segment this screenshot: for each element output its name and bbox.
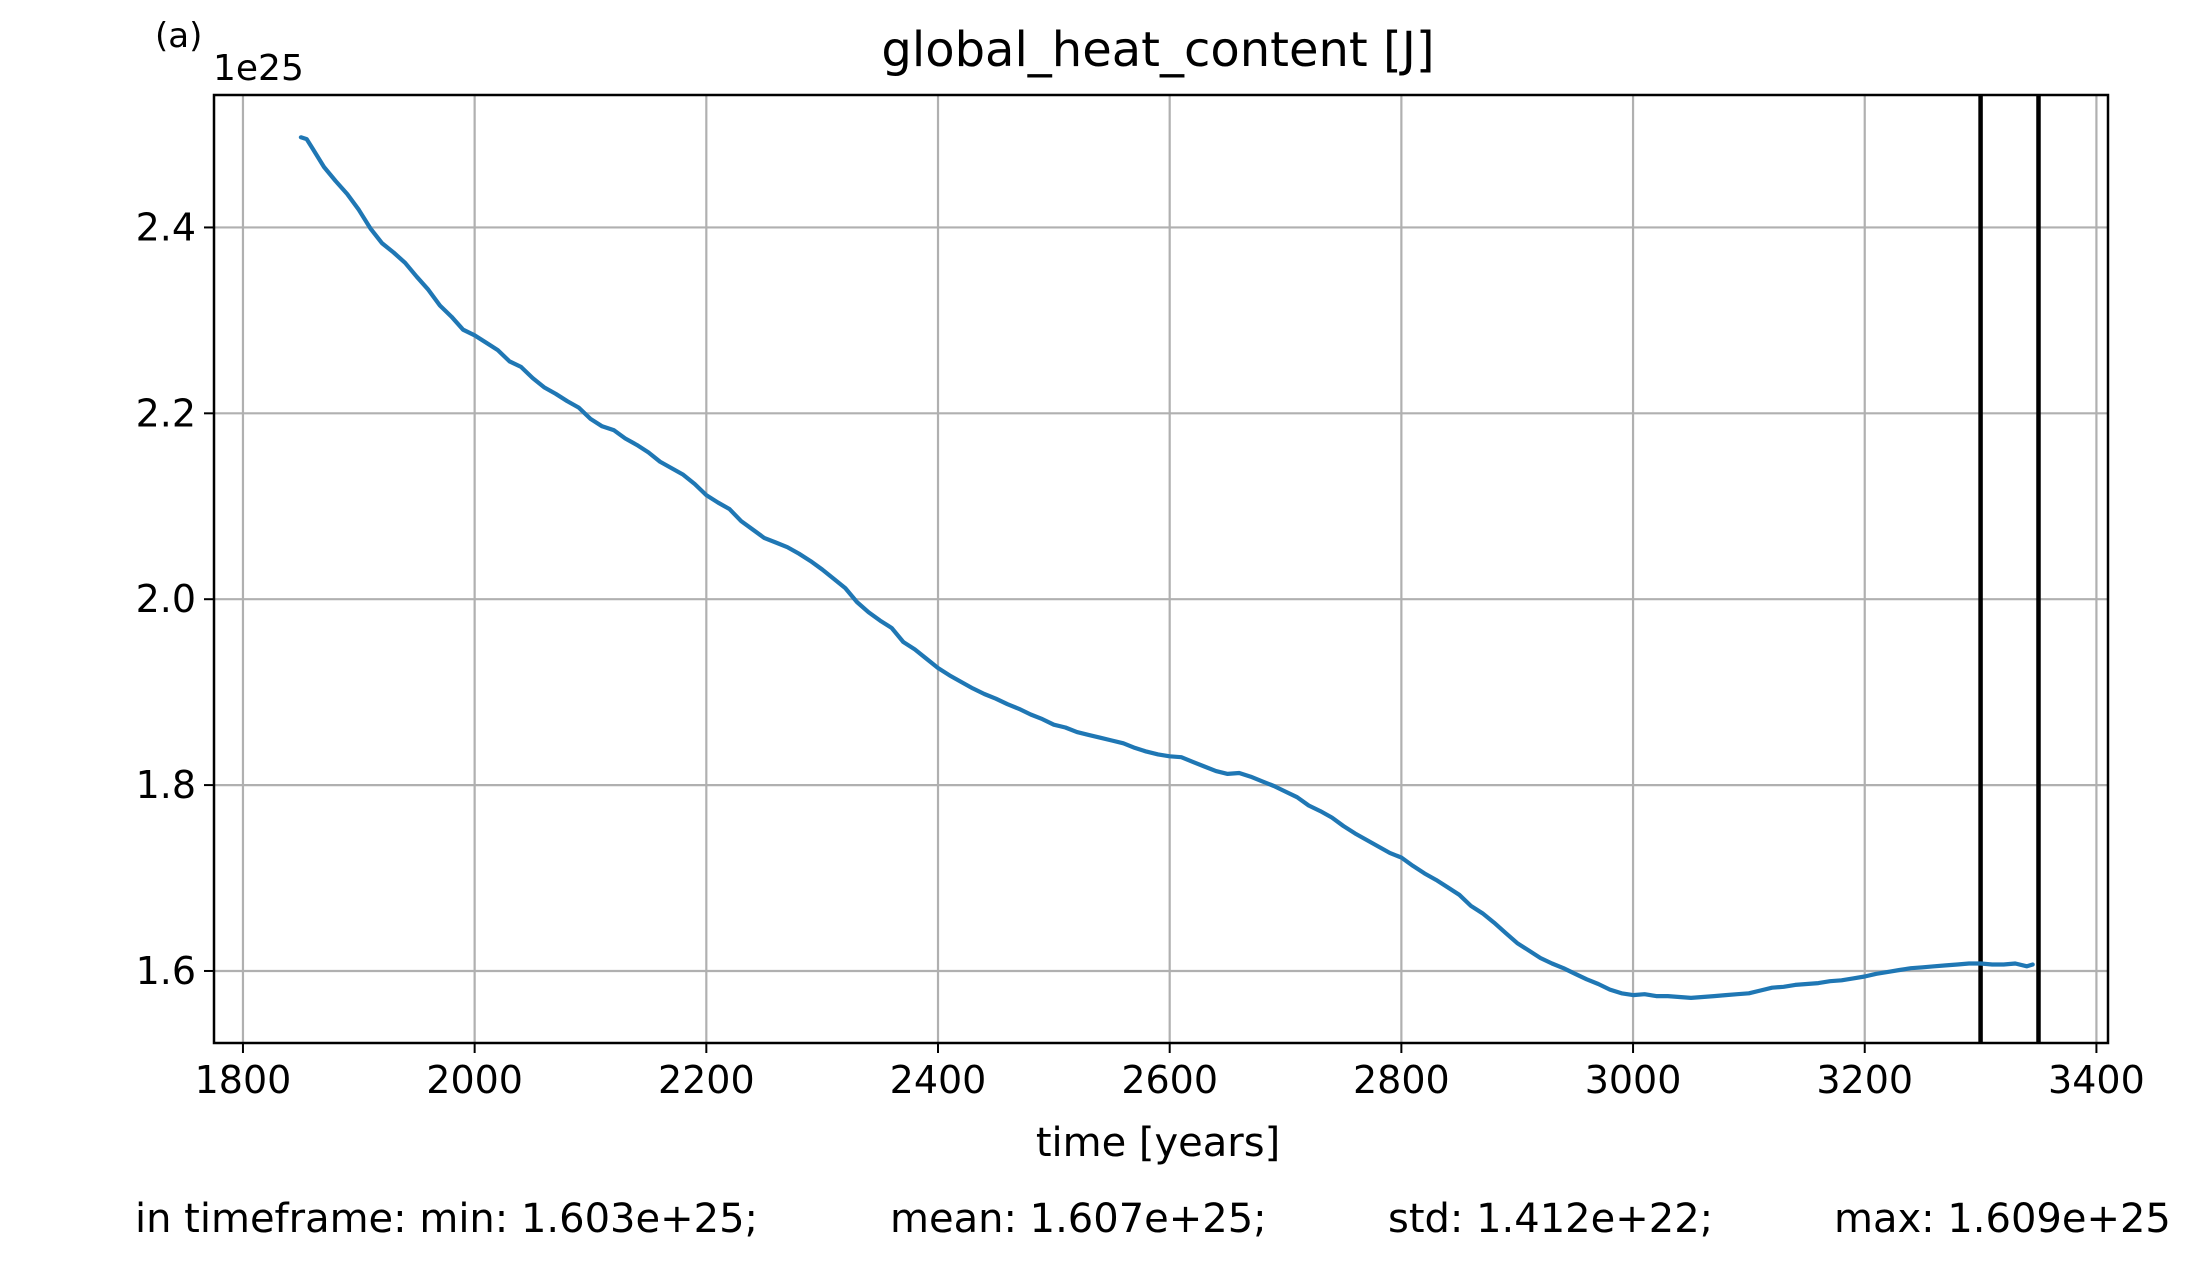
stats-mean: mean: 1.607e+25; — [890, 1196, 1267, 1242]
data-series-layer — [298, 135, 2035, 1001]
x-axis-label: time [years] — [1036, 1120, 1280, 1166]
timeframe-stats: in timeframe: min: 1.603e+25; mean: 1.60… — [0, 1196, 2196, 1256]
x-tick-label: 2000 — [426, 1058, 523, 1102]
reference-lines — [1978, 95, 2041, 1043]
panel-label: (a) — [155, 16, 202, 56]
chart-title: global_heat_content [J] — [881, 22, 1434, 78]
y-tick-label: 2.2 — [136, 391, 196, 435]
x-tick-label: 3200 — [1816, 1058, 1913, 1102]
grid-layer — [214, 95, 2108, 1043]
tick-layer: 1800 2000 2200 2400 2600 2800 3000 3200 3400 1.6 1… — [136, 205, 2145, 1102]
x-tick-label: 2600 — [1121, 1058, 1218, 1102]
x-tick-label: 3000 — [1585, 1058, 1682, 1102]
x-tick-label: 2400 — [890, 1058, 987, 1102]
x-tick-label: 2200 — [658, 1058, 755, 1102]
y-tick-label: 1.8 — [136, 763, 196, 807]
x-tick-label: 1800 — [195, 1058, 292, 1102]
stats-min: in timeframe: min: 1.603e+25; — [135, 1196, 758, 1242]
stats-max: max: 1.609e+25 — [1834, 1196, 2171, 1242]
y-offset-label: 1e25 — [213, 48, 304, 89]
y-tick-label: 1.6 — [136, 949, 196, 993]
heat-content-series-line — [298, 135, 2035, 1001]
y-tick-label: 2.0 — [136, 577, 196, 621]
y-tick-label: 2.4 — [136, 205, 196, 249]
axes-frame — [212, 93, 2110, 1045]
x-tick-label: 2800 — [1353, 1058, 1450, 1102]
stats-std: std: 1.412e+22; — [1388, 1196, 1714, 1242]
x-tick-label: 3400 — [2048, 1058, 2145, 1102]
